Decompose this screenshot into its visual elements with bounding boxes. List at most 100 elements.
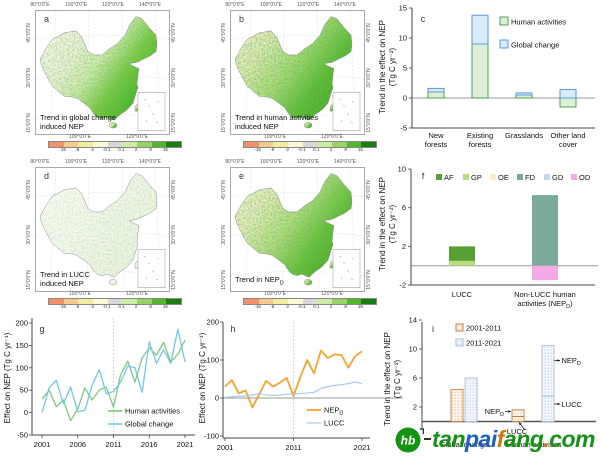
colorbar-tick: -2	[284, 304, 289, 309]
colorbar-tick: 2	[329, 304, 333, 309]
lat-label: 45°0'0"N	[171, 23, 177, 43]
lon-label: 100°0'0"E	[260, 159, 282, 165]
svg-text:f: f	[422, 171, 425, 181]
svg-text:OE: OE	[498, 173, 509, 182]
svg-text:forests: forests	[469, 140, 492, 149]
colorbar-tick: -2	[284, 147, 289, 152]
colorbar-tick: -0.1	[297, 147, 306, 152]
svg-text:forests: forests	[425, 140, 448, 149]
caption-line: Trend in human activities	[235, 113, 319, 122]
map-panel-e: e Trend in NEPD 80°0'0"E 100°0'0"E 120°0'0…	[195, 157, 390, 314]
colorbar-tick: 0.1	[118, 147, 125, 152]
colorbar-tick: 15	[357, 304, 363, 309]
colorbar-tick: 2	[134, 304, 138, 309]
colorbar-tick: -15	[59, 147, 66, 152]
svg-text:FD: FD	[525, 173, 536, 182]
svg-text:h: h	[230, 324, 235, 334]
svg-text:0: 0	[403, 94, 407, 103]
svg-text:0: 0	[215, 394, 219, 403]
caption-line: induced NEP	[40, 122, 84, 131]
colorbar-tick: 0.1	[118, 304, 125, 309]
lat-label: 45°0'0"N	[26, 180, 32, 200]
svg-text:Existing: Existing	[467, 131, 493, 140]
lon-label: 100°0'0"E	[264, 134, 286, 140]
svg-text:2021: 2021	[177, 440, 194, 449]
colorbar-tick: 2	[134, 147, 138, 152]
map-colorbar: -15 -8 -2 -0.1 0.1 2 8 15	[243, 298, 377, 312]
svg-text:2: 2	[402, 242, 406, 251]
svg-text:150: 150	[15, 341, 28, 350]
svg-text:NEPD: NEPD	[562, 356, 581, 367]
svg-text:14: 14	[409, 316, 417, 325]
svg-text:NEPD: NEPD	[324, 406, 343, 417]
svg-text:5: 5	[403, 64, 407, 73]
lat-label: 30°0'0"N	[26, 68, 32, 88]
svg-text:NEPD: NEPD	[485, 407, 504, 418]
lon-label: 120°0'0"E	[102, 159, 124, 165]
colorbar-tick: -15	[254, 147, 261, 152]
lon-label: 80°0'0"E	[225, 2, 245, 8]
lon-label: 80°0'0"E	[30, 159, 50, 165]
colorbar-tick: 15	[357, 147, 363, 152]
panel-letter-a: a	[44, 14, 50, 24]
chart-i: 2 6 10 14 2001-2011 2011-2021 Global change Hum…	[409, 316, 596, 449]
svg-text:10: 10	[398, 165, 406, 174]
svg-text:10: 10	[409, 345, 417, 354]
watermark-logo-icon: hb	[395, 427, 424, 453]
lat-label: 45°0'0"N	[221, 180, 227, 200]
map-a-frame: a Trend in global change induced NEP	[35, 10, 170, 135]
colorbar-tick: -2	[89, 147, 94, 152]
panel-letter-e: e	[239, 171, 245, 181]
svg-text:2016: 2016	[141, 440, 158, 449]
colorbar-tick: -15	[254, 304, 261, 309]
map-colorbar: -15 -8 -2 -0.1 0.1 2 8 15	[48, 298, 182, 312]
svg-text:2001-2011: 2001-2011	[466, 324, 501, 333]
colorbar-tick: 2	[329, 147, 333, 152]
svg-text:200: 200	[15, 319, 28, 328]
lat-label: 15°0'0"N	[26, 270, 32, 290]
lat-label: 15°0'0"N	[171, 270, 177, 290]
caption-line: induced NEP	[235, 122, 279, 131]
lon-label: 120°0'0"E	[126, 291, 148, 297]
map-e-canvas	[231, 168, 364, 291]
svg-text:Human activities: Human activities	[506, 440, 561, 449]
lat-label: 30°0'0"N	[171, 225, 177, 245]
lon-label: 100°0'0"E	[65, 159, 87, 165]
lat-label: 15°0'0"N	[221, 113, 227, 133]
svg-text:15: 15	[399, 4, 407, 13]
caption-line: Trend in LUCC	[40, 270, 90, 279]
svg-text:6: 6	[402, 203, 406, 212]
chart-g: -50 0 50 100 150 200 2001 2006 2011 2016 2021 Human…	[15, 318, 195, 449]
svg-text:i: i	[432, 324, 434, 334]
lat-label: 45°0'0"N	[221, 23, 227, 43]
lat-label: 45°0'0"N	[26, 23, 32, 43]
lat-label: 15°0'0"N	[26, 113, 32, 133]
map-panel-b: b Trend in human activities induced NEP …	[195, 0, 390, 157]
panel-letter-d: d	[44, 171, 50, 181]
map-d-caption: Trend in LUCC induced NEP	[40, 270, 90, 288]
lon-label: 100°0'0"E	[69, 134, 91, 140]
lon-label: 100°0'0"E	[264, 291, 286, 297]
lat-label: 30°0'0"N	[221, 68, 227, 88]
lat-label: 30°0'0"N	[366, 225, 372, 245]
svg-text:50: 50	[20, 386, 28, 395]
svg-text:2011: 2011	[105, 440, 121, 449]
lat-label: 15°0'0"N	[221, 270, 227, 290]
lon-label: 100°0'0"E	[260, 2, 282, 8]
map-panel-a: a Trend in global change induced NEP 80°…	[0, 0, 195, 157]
map-b-caption: Trend in human activities induced NEP	[235, 113, 318, 131]
lat-label: 30°0'0"N	[366, 68, 372, 88]
lon-label: 120°0'0"E	[321, 134, 343, 140]
lon-label: 120°0'0"E	[321, 291, 343, 297]
svg-text:Global change: Global change	[440, 440, 488, 449]
svg-text:c: c	[421, 14, 426, 24]
lon-label: 80°0'0"E	[225, 159, 245, 165]
colorbar-tick: 8	[149, 147, 152, 152]
svg-text:Other land: Other land	[550, 131, 585, 140]
lat-label: 15°0'0"N	[366, 270, 372, 290]
lon-label: 140°0'0"E	[139, 2, 161, 8]
lat-label: 15°0'0"N	[366, 113, 372, 133]
lat-label: 30°0'0"N	[221, 225, 227, 245]
map-colorbar: -15 -8 -2 -0.1 0.1 2 8 15	[243, 141, 377, 155]
